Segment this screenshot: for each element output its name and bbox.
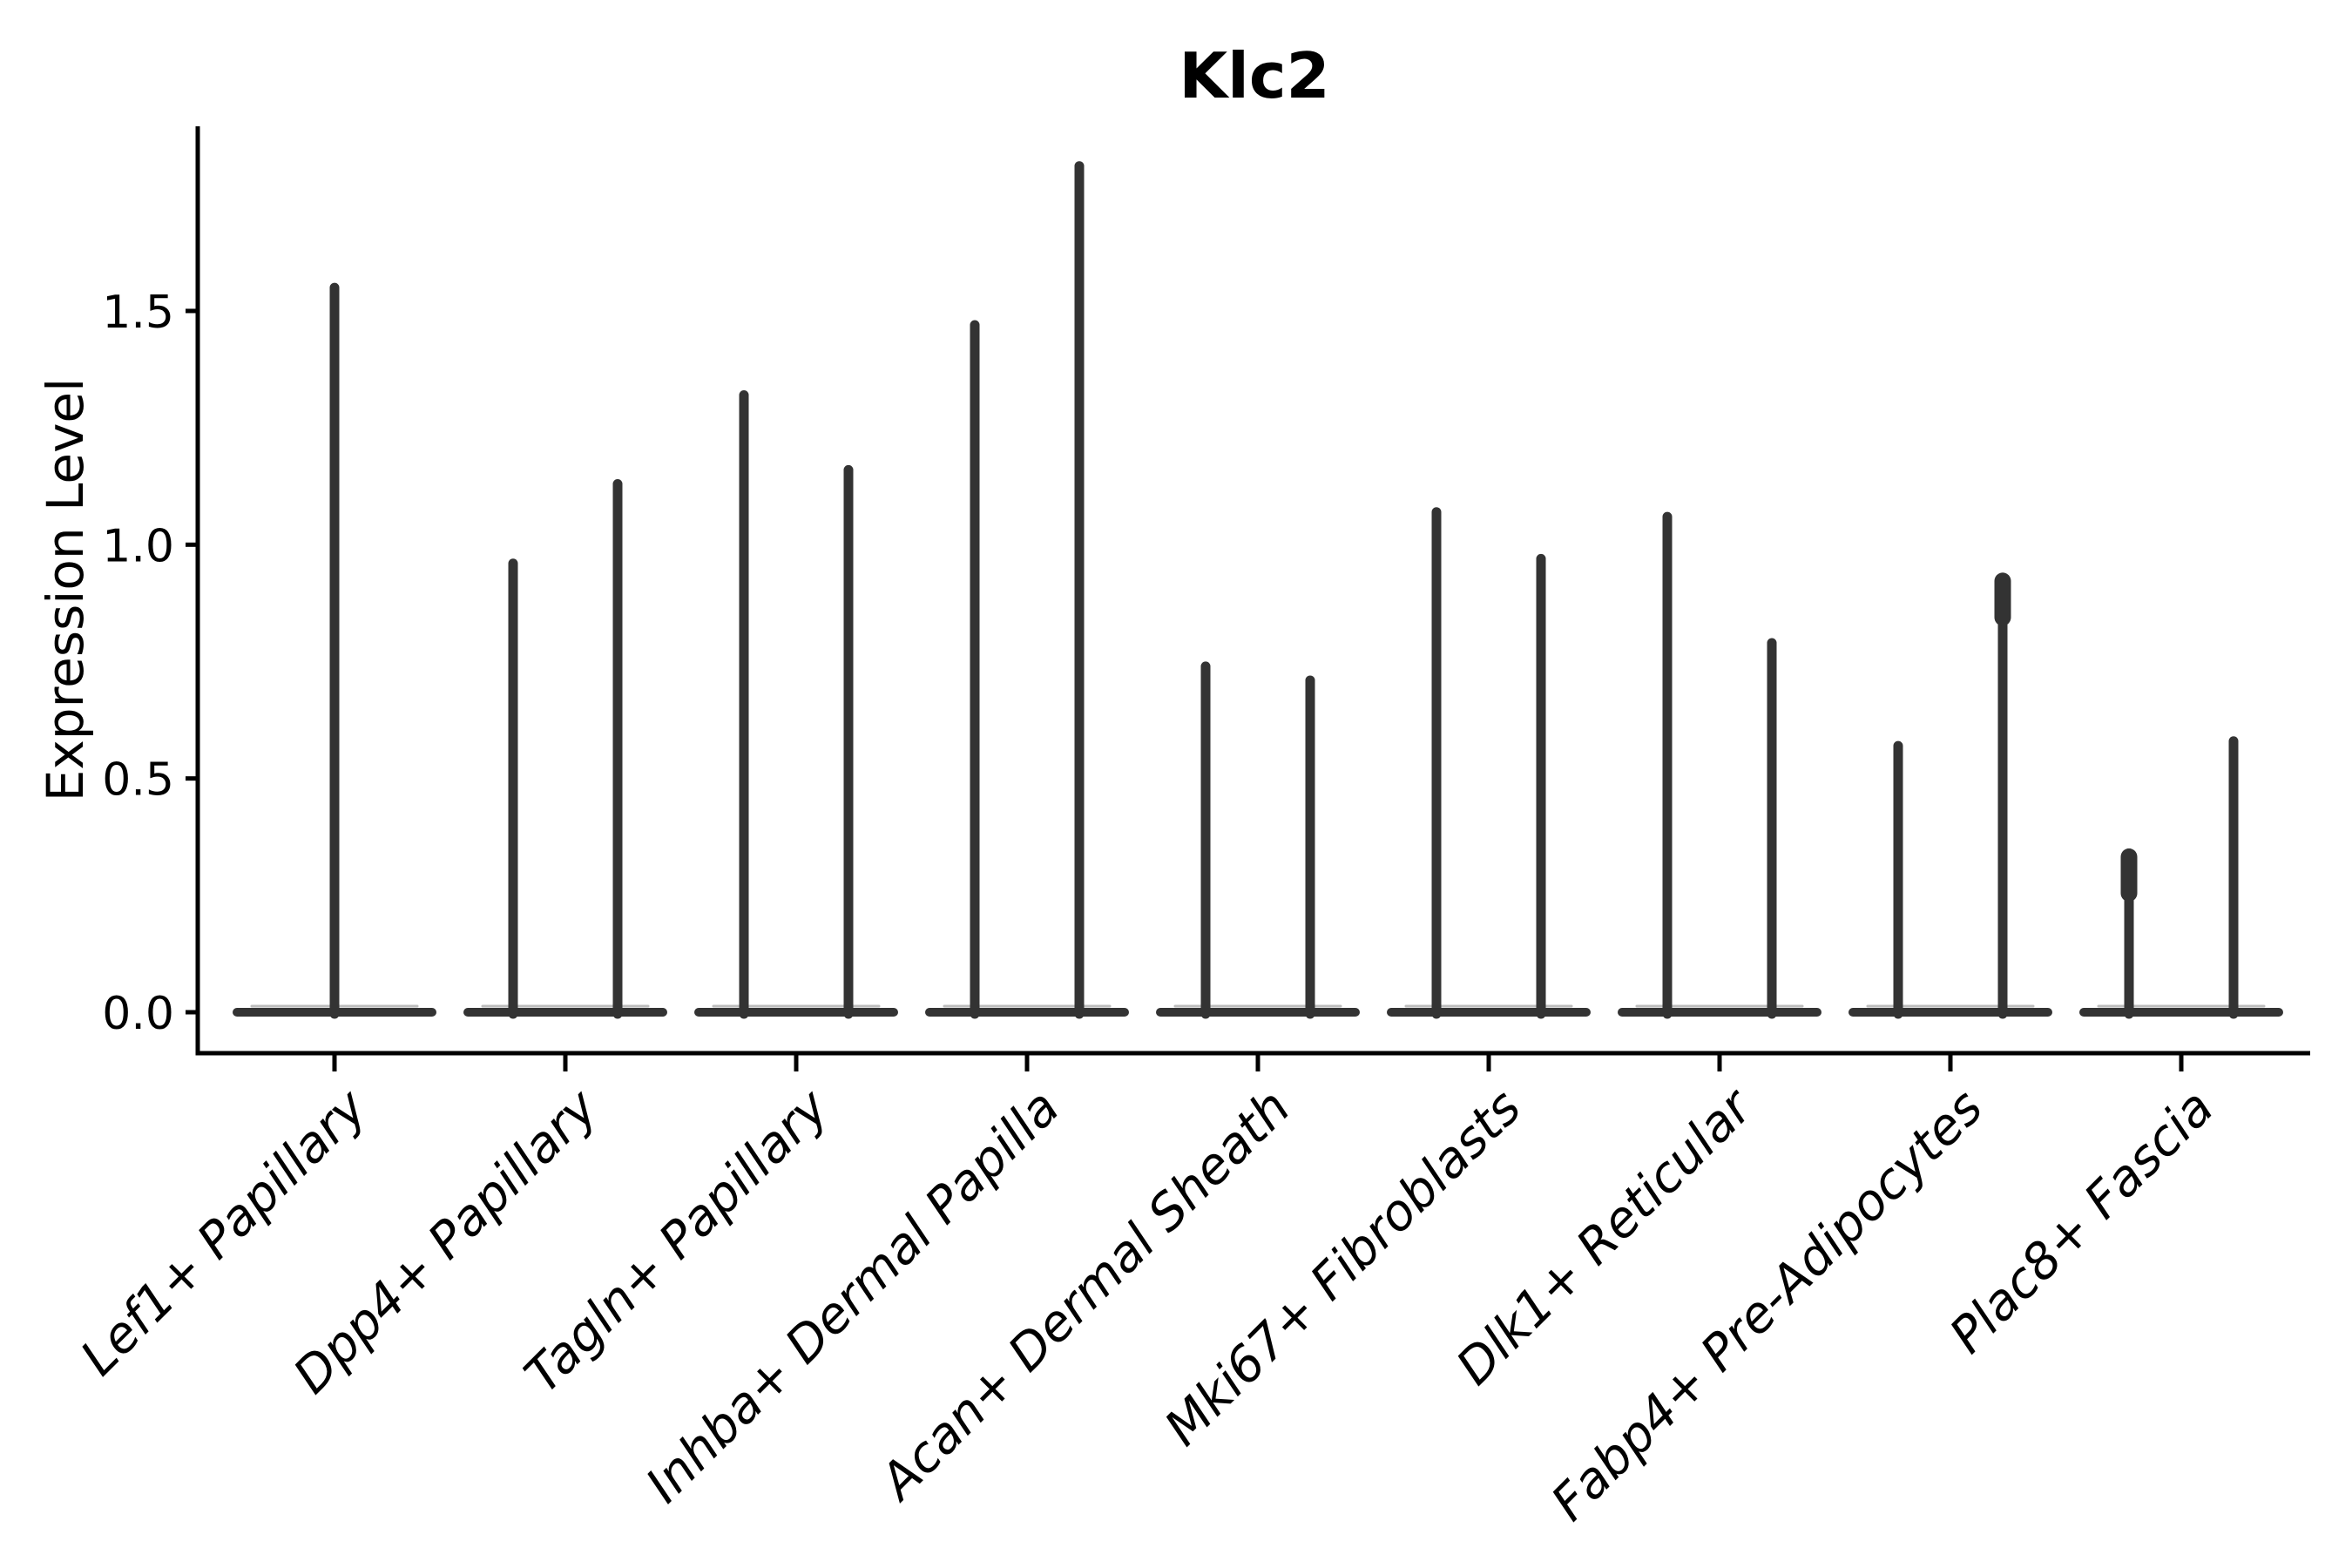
violin bbox=[694, 390, 898, 1019]
x-category-label: Inhba+ Dermal Papilla bbox=[635, 1078, 1071, 1514]
violin bbox=[233, 282, 436, 1019]
chart-title: Klc2 bbox=[1179, 39, 1329, 112]
violin bbox=[1387, 507, 1591, 1019]
violin bbox=[925, 161, 1129, 1019]
axes-layer bbox=[186, 126, 2310, 1071]
y-tick-label: 0.0 bbox=[102, 988, 174, 1040]
violin bbox=[1848, 572, 2052, 1019]
y-tick-label: 0.5 bbox=[102, 754, 174, 807]
violin bbox=[1156, 661, 1360, 1019]
y-axis-label: Expression Level bbox=[36, 378, 95, 801]
x-category-label: Fabp4+ Pre-Adipocytes bbox=[1541, 1078, 1994, 1531]
y-tick-label: 1.5 bbox=[102, 287, 174, 339]
violin bbox=[2079, 736, 2283, 1019]
violin-layer bbox=[233, 161, 2283, 1019]
violin bbox=[463, 479, 667, 1019]
x-category-label: Acan+ Dermal Sheath bbox=[867, 1078, 1301, 1512]
violin bbox=[1618, 511, 1821, 1019]
y-tick-label: 1.0 bbox=[102, 520, 174, 572]
